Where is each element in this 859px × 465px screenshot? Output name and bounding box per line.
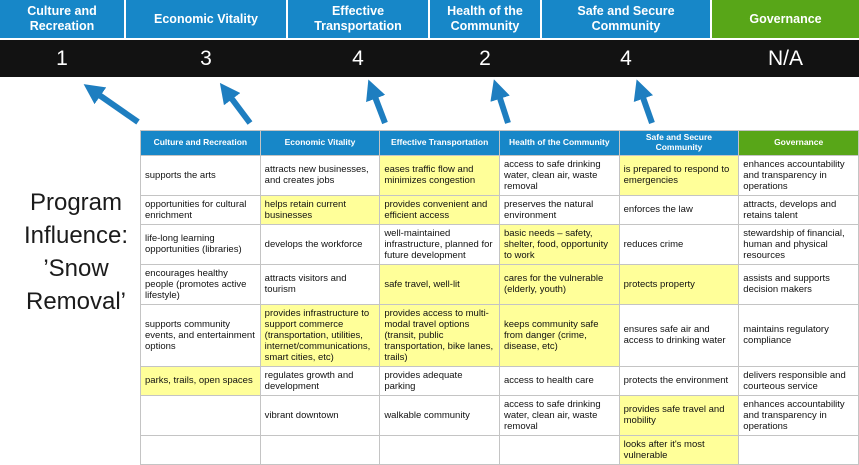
matrix-column-header: Health of the Community (498, 130, 620, 156)
matrix-cell: ensures safe air and access to drinking … (618, 303, 740, 367)
matrix-cell: encourages healthy people (promotes acti… (140, 263, 261, 305)
influence-arrow (219, 82, 253, 125)
pillar-score: 3 (200, 46, 212, 70)
pillar-header: Culture and Recreation (0, 0, 124, 38)
pillar-score: 4 (352, 46, 364, 70)
matrix-cell-highlighted: looks after it's most vulnerable (618, 434, 740, 465)
matrix-cell: assists and supports decision makers (738, 263, 859, 305)
influence-matrix: Culture and Recreation Economic Vitality E… (140, 130, 859, 465)
matrix-cell: preserves the natural environment (498, 194, 620, 225)
matrix-cell-highlighted: parks, trails, open spaces (140, 365, 261, 396)
matrix-cell: provides adequate parking (379, 365, 500, 396)
pillar-score: 2 (479, 46, 491, 70)
matrix-body: supports the arts attracts new businesses… (140, 154, 859, 465)
matrix-row: life-long learning opportunities (librar… (140, 223, 859, 265)
matrix-cell-highlighted: provides safe travel and mobility (618, 394, 740, 436)
matrix-cell (259, 434, 381, 465)
matrix-row: supports community events, and entertain… (140, 303, 859, 367)
matrix-cell: enforces the law (618, 194, 740, 225)
influence-arrow (490, 79, 511, 124)
matrix-column-header: Culture and Recreation (140, 130, 261, 156)
matrix-cell: protects the environment (618, 365, 740, 396)
matrix-cell-highlighted: protects property (618, 263, 740, 305)
matrix-cell-highlighted: basic needs – safety, shelter, food, opp… (498, 223, 620, 265)
matrix-cell: attracts new businesses, and creates job… (259, 154, 381, 196)
matrix-header-row: Culture and Recreation Economic Vitality E… (140, 130, 859, 156)
matrix-cell-highlighted: keeps community safe from danger (crime,… (498, 303, 620, 367)
matrix-row: vibrant downtown walkable community access… (140, 394, 859, 436)
pillar-banner: Culture and Recreation Economic Vitality E… (0, 0, 859, 38)
matrix-column-header: Effective Transportation (379, 130, 500, 156)
matrix-cell: enhances accountability and transparency… (738, 154, 859, 196)
score-bar: 1 3 4 2 4 N/A (0, 40, 859, 77)
matrix-cell-highlighted: helps retain current businesses (259, 194, 381, 225)
matrix-cell: well-maintained infrastructure, planned … (379, 223, 500, 265)
matrix-row: opportunities for cultural enrichment hel… (140, 194, 859, 225)
matrix-cell: delivers responsible and courteous servi… (738, 365, 859, 396)
matrix-cell: supports community events, and entertain… (140, 303, 261, 367)
influence-arrows (83, 79, 655, 125)
pillar-header: Safe and Secure Community (542, 0, 710, 38)
pillar-score: 1 (56, 46, 68, 70)
influence-arrow (633, 79, 655, 124)
influence-arrow (366, 79, 388, 125)
matrix-cell: enhances accountability and transparency… (738, 394, 859, 436)
matrix-cell (498, 434, 620, 465)
matrix-cell: supports the arts (140, 154, 261, 196)
matrix-cell: access to safe drinking water, clean air… (498, 154, 620, 196)
matrix-row: looks after it's most vulnerable (140, 434, 859, 465)
matrix-cell: opportunities for cultural enrichment (140, 194, 261, 225)
pillar-score: 4 (620, 46, 632, 70)
matrix-cell-highlighted: safe travel, well-lit (379, 263, 500, 305)
influence-arrow (83, 84, 140, 125)
program-title-line: Influence: (23, 222, 129, 250)
matrix-cell-highlighted: cares for the vulnerable (elderly, youth… (498, 263, 620, 305)
matrix-cell-highlighted: provides infrastructure to support comme… (259, 303, 381, 367)
pillar-header: Effective Transportation (288, 0, 428, 38)
matrix-cell: stewardship of financial, human and phys… (738, 223, 859, 265)
pillar-score: N/A (767, 46, 803, 70)
matrix-cell: life-long learning opportunities (librar… (140, 223, 261, 265)
matrix-column-header: Governance (738, 130, 859, 156)
program-title-line: ’Snow (43, 255, 109, 283)
matrix-cell: develops the workforce (259, 223, 381, 265)
program-title: Program Influence: ’Snow Removal’ (0, 186, 152, 318)
matrix-cell-highlighted: is prepared to respond to emergencies (618, 154, 740, 196)
program-title-line: Program (29, 189, 123, 216)
matrix-cell: attracts, develops and retains talent (738, 194, 859, 225)
matrix-cell (738, 434, 859, 465)
matrix-cell (379, 434, 500, 465)
program-title-line: Removal’ (25, 288, 127, 316)
matrix-cell: walkable community (379, 394, 500, 436)
matrix-column-header: Safe and Secure Community (618, 130, 740, 156)
matrix-cell: access to safe drinking water, clean air… (498, 394, 620, 436)
matrix-cell: access to health care (498, 365, 620, 396)
matrix-row: supports the arts attracts new businesses… (140, 154, 859, 196)
matrix-cell-highlighted: eases traffic flow and minimizes congest… (379, 154, 500, 196)
matrix-cell: reduces crime (618, 223, 740, 265)
matrix-cell: regulates growth and development (259, 365, 381, 396)
pillar-header: Governance (712, 0, 859, 38)
matrix-column-header: Economic Vitality (259, 130, 381, 156)
matrix-cell (140, 434, 261, 465)
matrix-cell: vibrant downtown (259, 394, 381, 436)
matrix-cell-highlighted: provides convenient and efficient access (379, 194, 500, 225)
matrix-row: encourages healthy people (promotes acti… (140, 263, 859, 305)
matrix-cell (140, 394, 261, 436)
pillar-header: Economic Vitality (126, 0, 286, 38)
pillar-header: Health of the Community (430, 0, 540, 38)
matrix-row: parks, trails, open spaces regulates grow… (140, 365, 859, 396)
matrix-cell: attracts visitors and tourism (259, 263, 381, 305)
matrix-cell-highlighted: provides access to multi-modal travel op… (379, 303, 500, 367)
matrix-cell: maintains regulatory compliance (738, 303, 859, 367)
